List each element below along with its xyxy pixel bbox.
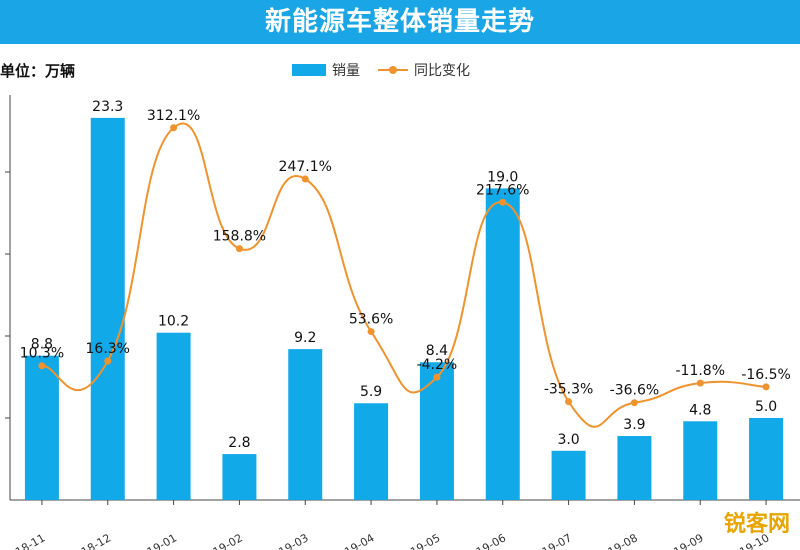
bar: [354, 403, 389, 500]
line-value-label: -16.5%: [741, 367, 791, 383]
bar: [617, 436, 652, 500]
line-point: [499, 198, 507, 206]
line-value-label: 16.3%: [86, 341, 130, 357]
x-tick-label: 2019-07: [528, 531, 574, 550]
bar: [683, 421, 718, 500]
line-point: [38, 362, 46, 370]
watermark-logo: 锐客网: [723, 512, 790, 537]
line-value-label: -36.6%: [610, 383, 660, 399]
x-tick-label: 2018-12: [67, 531, 113, 550]
line-value-label: -11.8%: [675, 363, 725, 379]
x-tick-label: 2019-06: [462, 531, 508, 550]
bar-value-label: 19.0: [487, 169, 518, 185]
line-value-label: -4.2%: [417, 357, 458, 373]
bar-value-label: 10.2: [158, 314, 189, 330]
bar-value-label: 5.0: [755, 399, 777, 415]
bar: [419, 362, 454, 500]
bar-value-label: 8.8: [31, 337, 53, 353]
x-tick-label: 2019-09: [659, 531, 705, 550]
x-tick-label: 2019-02: [199, 531, 245, 550]
bar: [288, 349, 323, 500]
x-tick-label: 2019-04: [330, 531, 376, 550]
unit-label: 单位：万辆: [0, 62, 76, 80]
x-tick-label: 2019-01: [133, 531, 179, 550]
line-value-label: 247.1%: [279, 159, 332, 175]
legend-bar-swatch: [292, 64, 326, 76]
legend-line-label: 同比变化: [414, 63, 470, 79]
line-point: [565, 398, 573, 406]
bar-value-label: 23.3: [92, 99, 123, 115]
bar-value-label: 3.9: [623, 417, 645, 433]
bar-value-label: 4.8: [689, 402, 711, 418]
line-value-label: -35.3%: [544, 382, 594, 398]
legend-line-swatch: [378, 66, 408, 74]
chart-title: 新能源车整体销量走势: [0, 0, 800, 44]
x-tick-label: 2019-08: [594, 531, 640, 550]
bar-value-label: 2.8: [228, 435, 250, 451]
x-tick-label: 2018-11: [1, 531, 47, 550]
legend-bar-label: 销量: [332, 63, 360, 79]
bar: [222, 454, 257, 500]
bar: [24, 355, 59, 500]
series-line: [41, 122, 767, 428]
bar: [551, 450, 586, 500]
line-point: [762, 383, 770, 391]
bar: [749, 418, 784, 500]
bar: [485, 188, 520, 500]
line-point: [630, 399, 638, 407]
bar-value-label: 3.0: [557, 432, 579, 448]
bar-value-label: 8.4: [426, 343, 448, 359]
line-point: [433, 373, 441, 381]
line-point: [367, 328, 375, 336]
bar-value-label: 9.2: [294, 330, 316, 346]
line-point: [696, 379, 704, 387]
line-point: [104, 357, 112, 365]
line-point: [170, 124, 178, 132]
line-value-label: 10.3%: [20, 346, 64, 362]
bar: [156, 332, 191, 500]
line-point: [235, 245, 243, 253]
bar-value-label: 5.9: [360, 384, 382, 400]
line-value-label: 53.6%: [349, 312, 393, 328]
line-point: [301, 175, 309, 183]
x-tick-label: 2019-05: [396, 531, 442, 550]
x-tick-label: 2019-03: [264, 531, 310, 550]
line-value-label: 217.6%: [476, 182, 529, 198]
line-value-label: 312.1%: [147, 108, 200, 124]
bar: [90, 117, 125, 500]
legend: 销量 同比变化: [292, 60, 470, 80]
line-value-label: 158.8%: [213, 229, 266, 245]
